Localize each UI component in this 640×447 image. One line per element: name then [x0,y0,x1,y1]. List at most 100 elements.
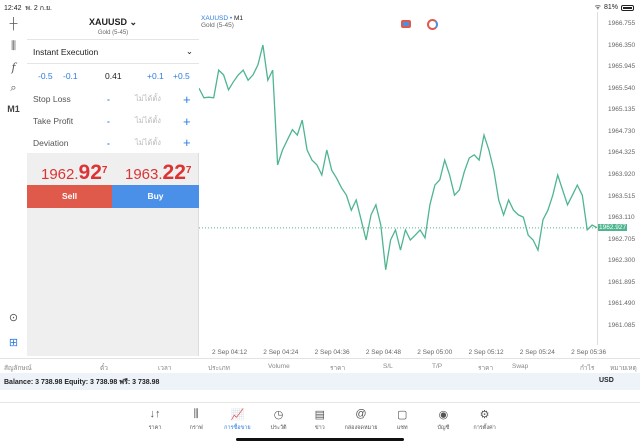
wifi-icon: ᯤ [594,4,601,11]
status-time: 12:42 พ. 2 ก.ย. [4,5,52,12]
plus-button[interactable]: + [183,91,191,107]
price-chart[interactable]: XAUUSD • M1 Gold (5-45) [199,12,598,345]
balance-bar: Balance: 3 738.98 Equity: 3 738.98 ฟรี: … [0,373,640,390]
column-header: ตั๋ว [100,365,108,372]
tab-0[interactable]: ↓↑ ราคา [135,408,175,432]
volume-input[interactable]: 0.41 [105,71,122,81]
tab-icon: ↓↑ [149,408,161,420]
tab-label: ข่าว [314,425,325,431]
objects-icon[interactable]: ⌕ [10,82,17,94]
zoom-search-icon[interactable]: ⊙ [8,312,19,324]
minus-button[interactable]: - [107,116,110,126]
volume-decrease-small[interactable]: -0.1 [63,71,78,81]
status-bar: 12:42 พ. 2 ก.ย. ᯤ 81% [0,0,640,12]
tab-icon: ⚙ [479,409,490,421]
tab-icon: ▢ [396,409,408,421]
positions-table-header: สัญลักษณ์ ตั๋ว เวลา ประเภท Volume ราคา S… [0,358,640,372]
symbol-name: XAUUSD [88,17,127,27]
take-profit-field: Take Profit - ไม่ได้ตั้ง + [27,110,199,132]
tab-icon: 📈 [230,409,245,421]
field-label: Take Profit [33,116,74,126]
price-line [199,44,598,270]
depth-of-market-icon[interactable] [427,19,438,30]
x-tick-label: 2 Sep 04:24 [263,349,299,356]
y-tick-label: 1962.300 [608,257,636,265]
sell-button[interactable]: Sell [27,185,112,208]
tab-label: แชท [396,425,408,431]
x-tick-label: 2 Sep 05:36 [571,349,607,356]
y-tick-label: 1963.515 [608,192,636,200]
tab-icon: ⫼ [193,408,199,420]
tab-icon: ◷ [273,409,284,421]
tab-1[interactable]: ⫼ กราฟ [176,408,216,432]
deviation-input[interactable]: ไม่ได้ตั้ง [135,137,161,147]
bid-price: 1962.927 [41,161,108,184]
volume-increase-large[interactable]: +0.5 [173,71,190,81]
timeframe-button[interactable]: M1 [7,104,20,114]
tab-label: บัญชี [437,425,450,431]
y-tick-label: 1964.325 [608,149,636,157]
take-profit-input[interactable]: ไม่ได้ตั้ง [135,116,161,125]
tab-label: การตั้งค่า [473,425,496,431]
execution-type-select[interactable]: Instant Execution ⌄ [27,40,199,64]
field-label: Deviation [33,137,69,148]
column-header: สัญลักษณ์ [4,365,32,372]
x-tick-label: 2 Sep 05:24 [519,349,555,356]
chevron-down-icon: ⌄ [185,46,193,56]
execution-type: Instant Execution [33,46,99,57]
y-tick-label: 1963.920 [608,171,636,178]
volume-increase-small[interactable]: +0.1 [147,71,164,81]
column-header: T/P [432,363,443,370]
price-axis: 1966.755 1966.350 1965.945 1965.540 1965.135… [598,12,640,356]
chart-toolbar: ┼ ⫼ f ⌕ M1 ⊙ ⊞ [0,12,27,356]
candlestick-icon[interactable]: ⫼ [10,40,17,52]
tab-6[interactable]: ▢ แชท [382,408,422,432]
tab-label: กราฟ [189,425,203,431]
minus-button[interactable]: - [107,137,110,148]
tab-4[interactable]: ▤ ข่าว [300,408,340,432]
tab-icon: ◉ [438,409,449,421]
column-header: S/L [383,363,393,370]
chevron-down-icon: ⌄ [129,17,138,27]
field-label: Stop Loss [33,94,71,104]
one-click-trading-icon[interactable] [401,20,411,28]
column-header: ราคา [330,365,346,372]
quote-prices: 1962.927 1963.227 [27,153,199,185]
tab-label: กล่องจดหมาย [344,425,378,431]
currency: USD [599,377,614,384]
column-header: Swap [512,363,529,370]
order-panel: XAUUSD ⌄ Gold (5-45) Instant Execution ⌄ … [27,12,199,356]
y-tick-label: 1965.540 [608,84,636,92]
stop-loss-input[interactable]: ไม่ได้ตั้ง [135,94,161,103]
x-tick-label: 2 Sep 05:12 [468,349,504,356]
tab-5[interactable]: @ กล่องจดหมาย [341,408,381,432]
indicators-icon[interactable]: f [11,61,16,74]
plus-button[interactable]: + [183,135,191,150]
battery-icon [621,4,634,11]
tab-icon: ▤ [314,409,325,421]
volume-decrease-large[interactable]: -0.5 [38,71,53,81]
battery-percent: 81% [603,4,618,11]
tab-7[interactable]: ◉ บัญชี [423,408,463,432]
y-tick-label: 1961.490 [608,300,636,308]
tab-2[interactable]: 📈 การซื้อขาย [217,408,257,432]
new-order-icon[interactable]: ⊞ [8,337,19,349]
volume-stepper: -0.5 -0.1 0.41 +0.1 +0.5 [27,64,199,88]
minus-button[interactable]: - [107,94,110,104]
deviation-field: Deviation - ไม่ได้ตั้ง + [27,132,199,153]
buy-button[interactable]: Buy [112,185,199,208]
y-tick-label: 1961.895 [608,278,636,286]
column-header: Volume [268,363,290,370]
chart-title: XAUUSD • M1 Gold (5-45) [201,15,244,29]
x-tick-label: 2 Sep 04:36 [314,349,350,356]
y-tick-label: 1961.085 [608,322,636,329]
tab-label: ประวัติ [270,425,287,431]
column-header: เวลา [158,365,172,372]
symbol-selector[interactable]: XAUUSD ⌄ Gold (5-45) [27,12,199,40]
column-header: ราคา [478,365,494,372]
crosshair-icon[interactable]: ┼ [9,18,18,30]
tab-8[interactable]: ⚙ การตั้งค่า [465,408,505,432]
plus-button[interactable]: + [183,113,191,129]
x-tick-label: 2 Sep 05:00 [417,349,453,356]
tab-3[interactable]: ◷ ประวัติ [259,408,299,432]
